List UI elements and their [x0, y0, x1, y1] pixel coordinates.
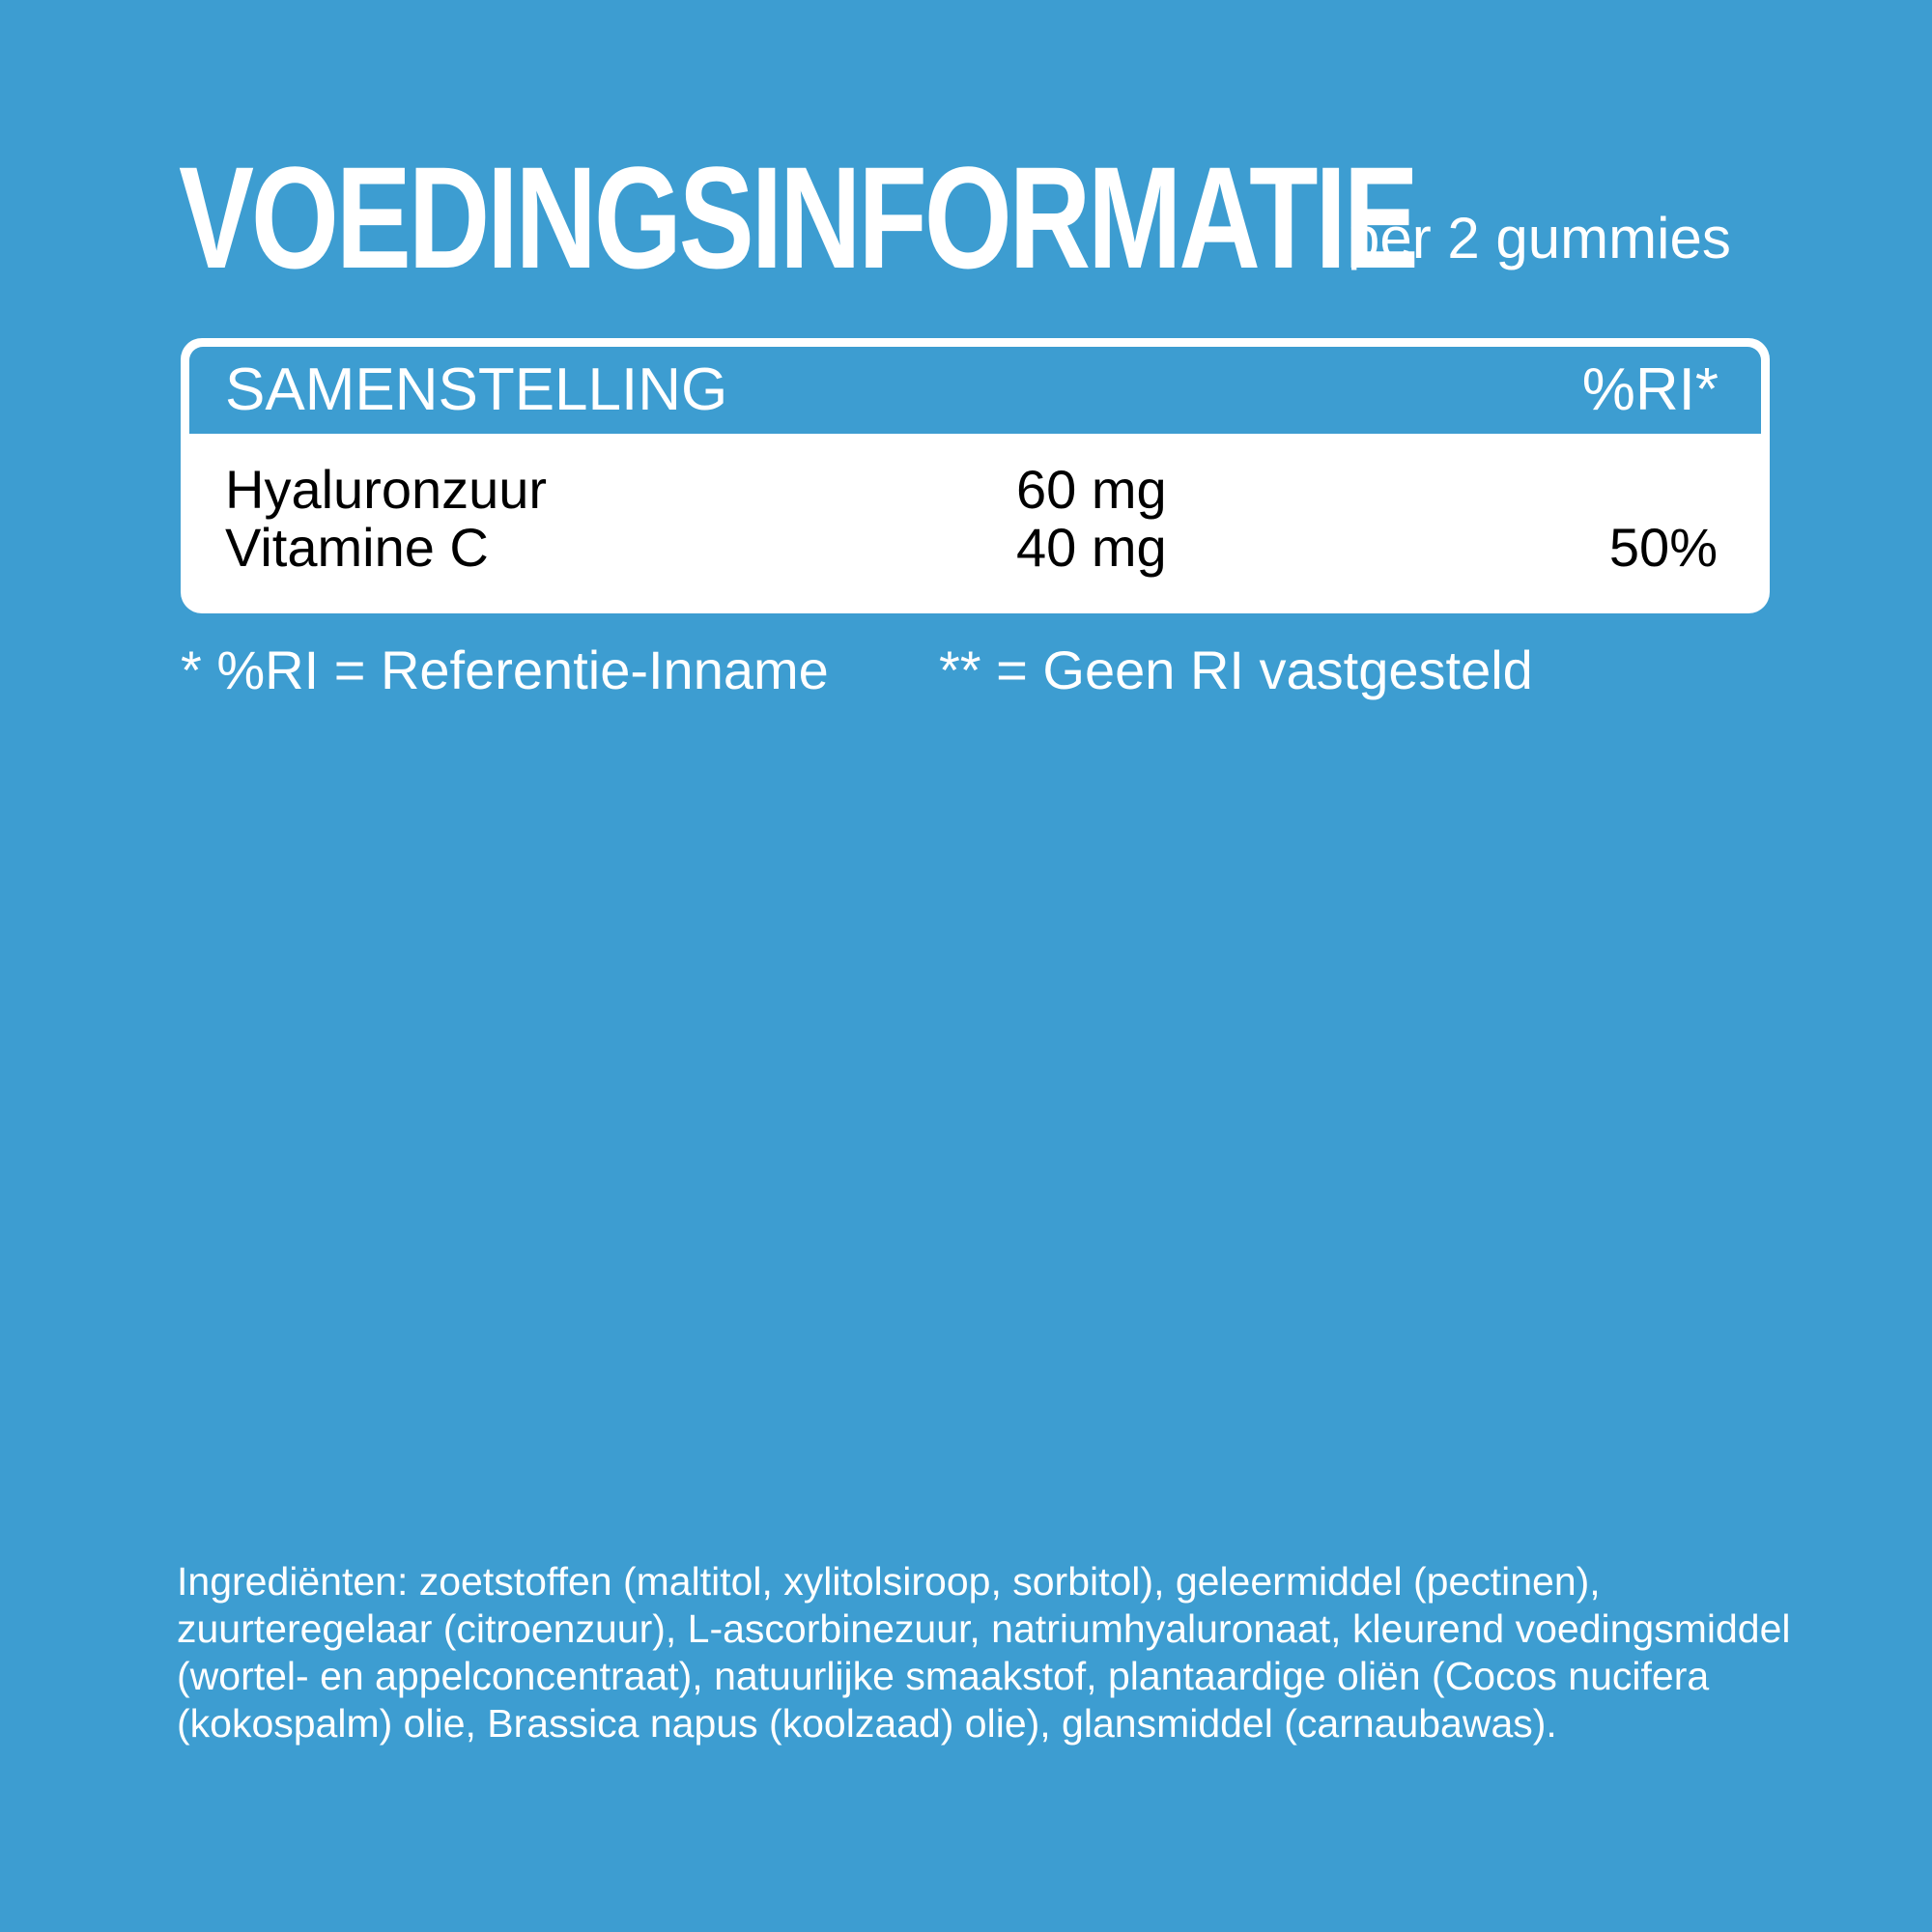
nutrient-amount: 60 mg: [1016, 459, 1167, 520]
serving-size: per 2 gummies: [1348, 206, 1731, 270]
footnote-ri: * %RI = Referentie-Inname: [181, 639, 829, 700]
ingredients-text: Ingrediënten: zoetstoffen (maltitol, xyl…: [177, 1559, 1791, 1746]
page-title: VOEDINGSINFORMATIE: [179, 136, 1419, 298]
footnote-no-ri: ** = Geen RI vastgesteld: [939, 639, 1533, 700]
header-composition: SAMENSTELLING: [225, 356, 728, 423]
header-ri: %RI*: [1581, 356, 1719, 423]
nutrient-amount: 40 mg: [1016, 517, 1167, 578]
nutrient-name: Vitamine C: [225, 517, 489, 578]
nutrient-name: Hyaluronzuur: [225, 459, 548, 520]
nutrient-ri: 50%: [1608, 517, 1718, 578]
nutrition-table: SAMENSTELLING %RI* Hyaluronzuur 60 mg Vi…: [181, 338, 1770, 613]
table-header: SAMENSTELLING %RI*: [189, 347, 1761, 434]
